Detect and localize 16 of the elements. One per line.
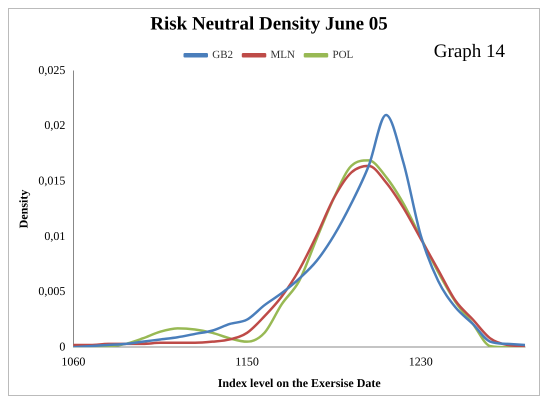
y-axis-title: Density: [16, 190, 30, 228]
legend-label: GB2: [212, 49, 234, 62]
y-tick-label: 0: [59, 339, 66, 354]
x-tick-label: 1150: [235, 354, 259, 369]
y-tick-label: 0,015: [38, 174, 66, 188]
y-tick-label: 0,01: [44, 228, 66, 243]
legend-label: MLN: [270, 49, 296, 62]
x-tick-label: 1060: [61, 354, 86, 369]
y-tick-label: 0,02: [44, 118, 66, 132]
x-axis-title: Index level on the Exersise Date: [218, 376, 382, 390]
y-tick-label: 0,005: [38, 284, 66, 298]
caption: Graph 14: [434, 41, 505, 63]
y-tick-label: 0,025: [38, 62, 66, 77]
chart-title: Risk Neutral Density June 05: [150, 13, 388, 34]
legend-label: POL: [332, 49, 354, 62]
x-tick-label: 1230: [408, 354, 433, 369]
